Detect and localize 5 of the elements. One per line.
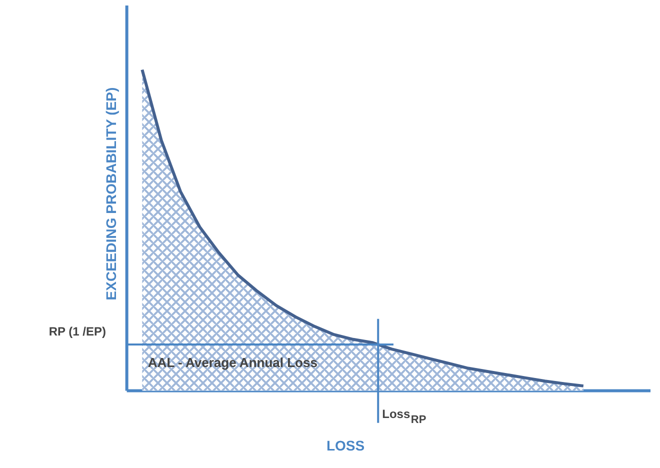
y-axis-title: EXCEEDING PROBABILITY (EP) (102, 87, 119, 300)
x-axis-title: LOSS (326, 438, 365, 454)
ref-line-label: RP (1 /EP) (48, 324, 106, 339)
text: LossRP (382, 406, 426, 426)
annotation: AAL - Average Annual Loss (148, 354, 318, 370)
